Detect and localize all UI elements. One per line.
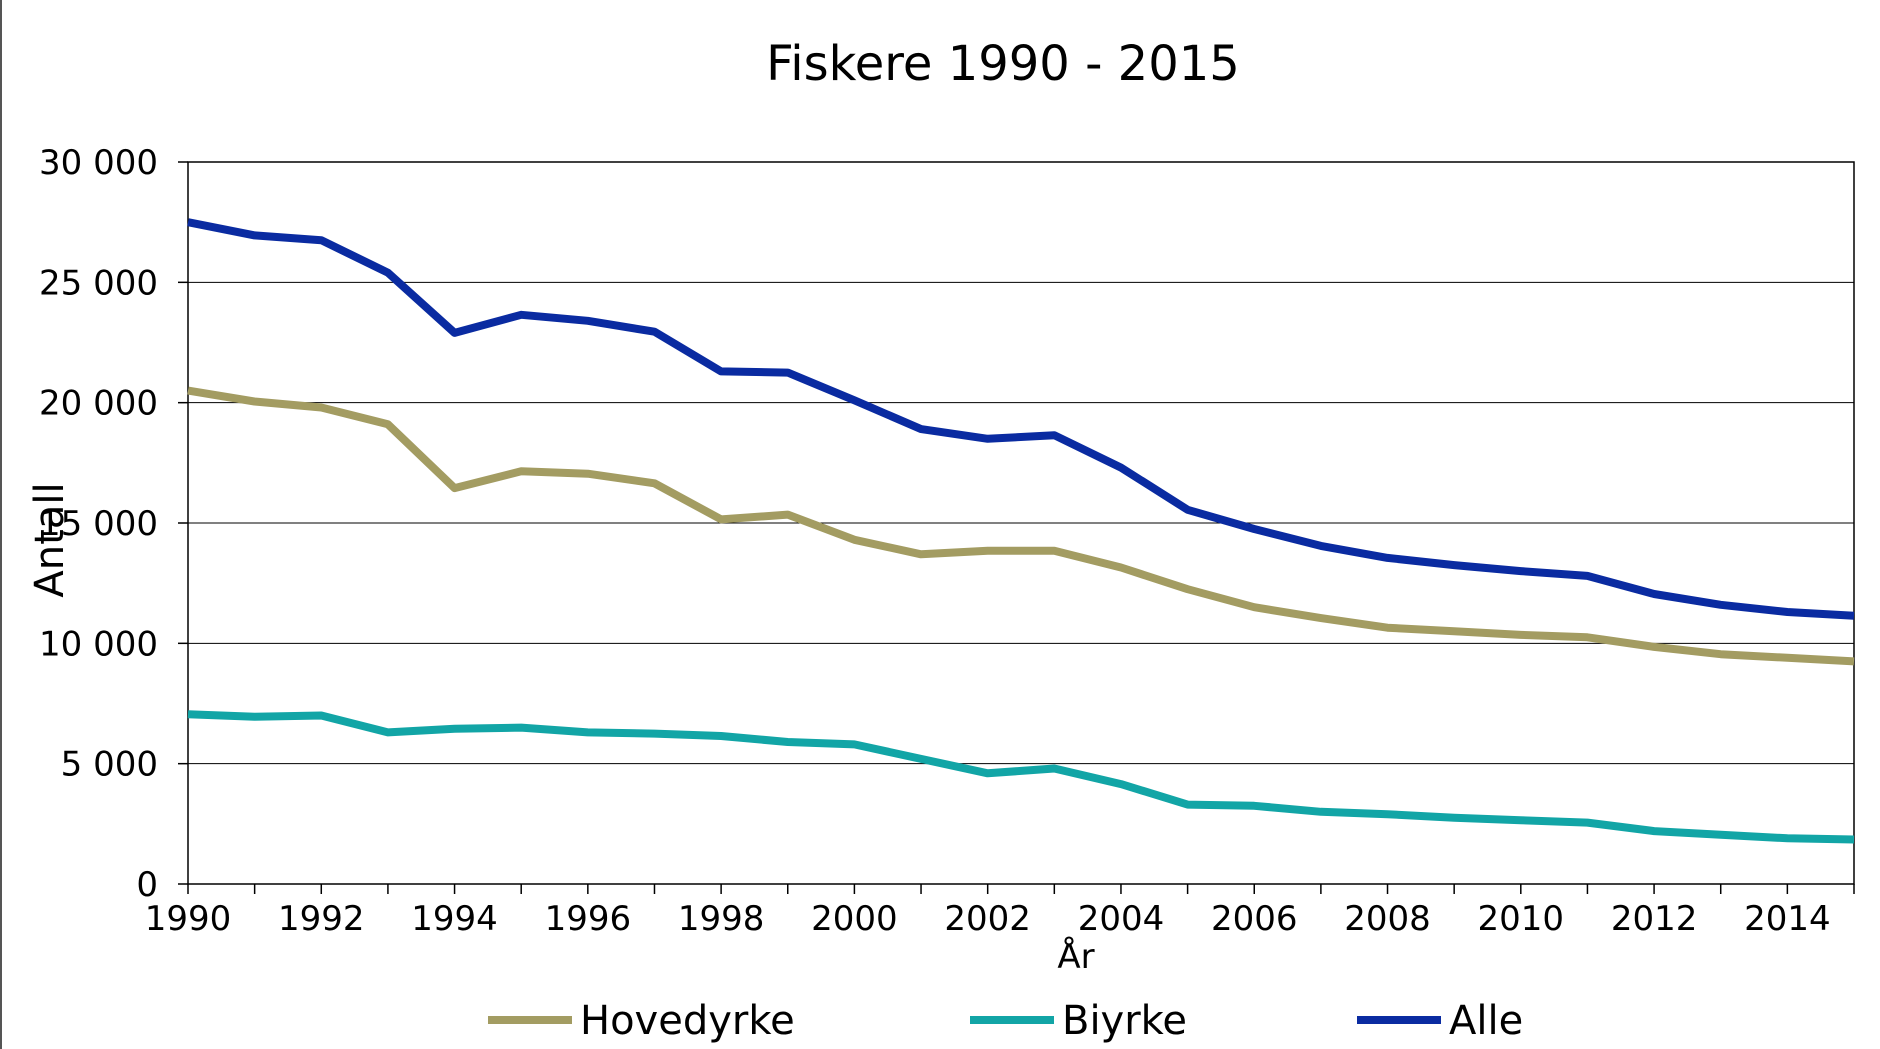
x-tick-label: 2014	[1744, 899, 1831, 939]
y-tick-label: 0	[136, 865, 158, 905]
y-tick-label: 25 000	[39, 263, 158, 303]
legend-label-biyrke: Biyrke	[1062, 998, 1187, 1044]
x-tick-label: 1990	[145, 899, 232, 939]
x-tick-label: 1996	[545, 899, 632, 939]
series-line-biyrke	[187, 710, 1855, 844]
x-tick-label: 1994	[411, 899, 498, 939]
gridlines	[188, 281, 1854, 765]
x-tick-label: 2010	[1478, 899, 1565, 939]
series-lines	[187, 218, 1855, 844]
x-tick-label: 1998	[678, 899, 765, 939]
series-line-alle	[187, 218, 1855, 620]
chart-title: Fiskere 1990 - 2015	[766, 36, 1240, 92]
legend-label-alle: Alle	[1449, 998, 1523, 1044]
legend: Hovedyrke Biyrke Alle	[488, 998, 1523, 1044]
x-tick-label: 2004	[1078, 899, 1165, 939]
x-tick-label: 2000	[811, 899, 898, 939]
x-tick-label: 1992	[278, 899, 365, 939]
series-line-hovedyrke	[187, 386, 1855, 666]
y-tick-label: 10 000	[39, 624, 158, 664]
legend-label-hovedyrke: Hovedyrke	[580, 998, 795, 1044]
y-axis-label: Antall	[27, 482, 73, 597]
x-tick-label: 2012	[1611, 899, 1698, 939]
y-tick-label: 5 000	[61, 745, 158, 785]
x-tick-label: 2008	[1344, 899, 1431, 939]
frame-left-border	[0, 0, 2, 1049]
x-tick-label: 2006	[1211, 899, 1298, 939]
y-tick-label: 30 000	[39, 143, 158, 183]
x-axis: 1990 1992 1994 1996 1998 2000 2002 2004 2006 2008…	[145, 884, 1855, 939]
y-tick-label: 15 000	[39, 504, 158, 544]
x-tick-label: 2002	[944, 899, 1031, 939]
y-tick-label: 20 000	[39, 384, 158, 424]
x-axis-label: År	[1057, 936, 1094, 977]
y-axis: 0 5 000 10 000 15 000 20 000 25 000 30 000	[39, 143, 188, 905]
